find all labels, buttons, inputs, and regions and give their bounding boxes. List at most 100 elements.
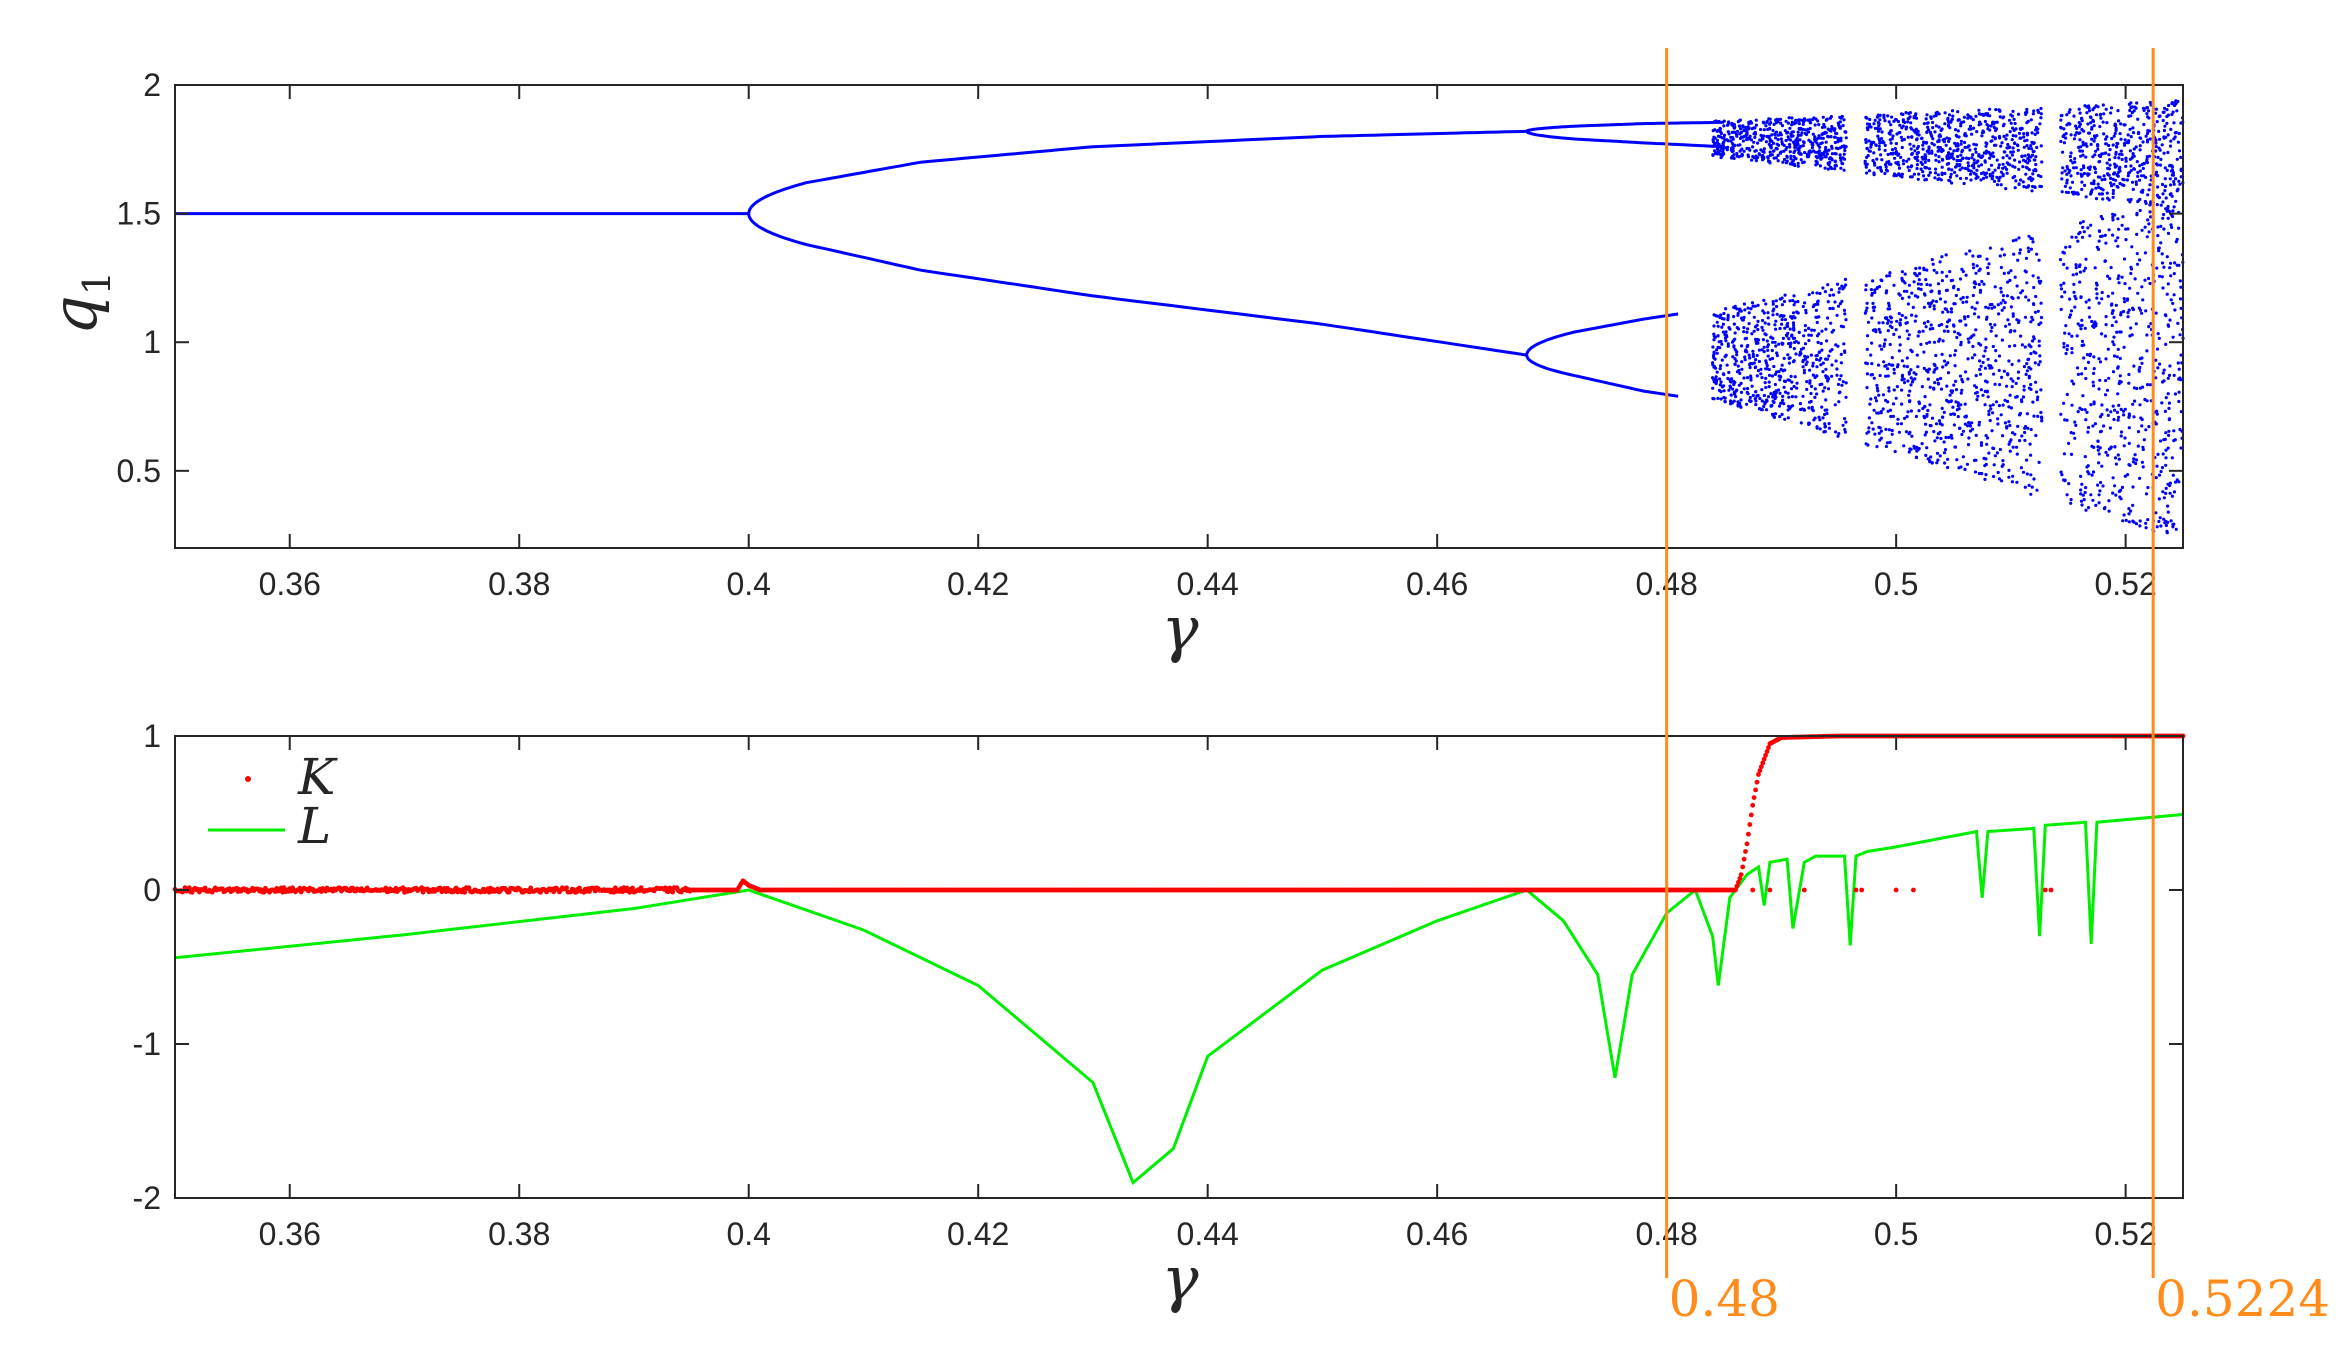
bifurcation-point <box>2140 361 2144 365</box>
bifurcation-point <box>1961 429 1965 433</box>
bifurcation-point <box>2009 377 2013 381</box>
bifurcation-point <box>1712 352 1716 356</box>
bifurcation-point <box>2017 131 2022 135</box>
bifurcation-point <box>2119 313 2123 317</box>
bifurcation-point <box>2170 194 2174 198</box>
bifurcation-point <box>1943 448 1948 452</box>
bifurcation-point <box>1959 343 1963 347</box>
bifurcation-point <box>1835 367 1839 371</box>
bifurcation-point <box>1795 118 1799 122</box>
bifurcation-point <box>1793 375 1797 379</box>
bifurcation-point <box>2015 480 2019 484</box>
bifurcation-point <box>1841 124 1845 128</box>
bifurcation-point <box>2154 149 2158 153</box>
bifurcation-point <box>2095 283 2099 287</box>
bifurcation-point <box>2080 503 2084 507</box>
bifurcation-point <box>1747 322 1751 326</box>
bifurcation-point <box>2091 324 2095 328</box>
bifurcation-point <box>1964 273 1968 277</box>
bifurcation-point <box>1914 157 1918 161</box>
bifurcation-point <box>2078 138 2082 142</box>
bifurcation-point <box>1813 416 1817 420</box>
bifurcation-point <box>1788 327 1792 331</box>
bifurcation-point <box>1921 147 1925 151</box>
bifurcation-point <box>1988 156 1992 160</box>
bifurcation-point <box>1999 144 2003 148</box>
bifurcation-point <box>2163 184 2168 188</box>
bifurcation-point <box>1835 282 1840 286</box>
bifurcation-point <box>1783 293 1787 297</box>
bifurcation-point <box>1826 162 1831 166</box>
bifurcation-point <box>1894 174 1898 178</box>
bifurcation-point <box>2172 429 2176 433</box>
bifurcation-point <box>1985 142 1989 146</box>
series-k-point <box>670 889 676 895</box>
bifurcation-point <box>1758 138 1762 142</box>
bifurcation-point <box>2166 482 2170 486</box>
bifurcation-point <box>1751 352 1755 356</box>
bifurcation-point <box>1775 304 1779 309</box>
bifurcation-point <box>2163 177 2167 181</box>
bifurcation-point <box>1963 133 1967 137</box>
bifurcation-point <box>1764 385 1768 390</box>
bifurcation-point <box>1906 337 1910 341</box>
bifurcation-point <box>1878 330 1882 334</box>
bifurcation-point <box>1984 345 1988 350</box>
bifurcation-point <box>2119 430 2124 434</box>
bifurcation-point <box>1948 354 1952 358</box>
bifurcation-point <box>1774 344 1778 348</box>
bifurcation-point <box>1795 381 1799 385</box>
bifurcation-point <box>2172 205 2176 209</box>
bifurcation-point <box>1780 124 1785 128</box>
bifurcation-point <box>1821 361 1825 365</box>
bifurcation-point <box>2164 491 2168 495</box>
bifurcation-point <box>1865 301 1869 305</box>
bifurcation-point <box>2069 133 2073 137</box>
bifurcation-point <box>1865 386 1869 390</box>
bifurcation-point <box>2072 192 2076 196</box>
bifurcation-point <box>2014 238 2018 242</box>
bifurcation-point <box>2084 257 2088 261</box>
bifurcation-point <box>1781 369 1785 373</box>
bifurcation-point <box>1811 305 1815 309</box>
bifurcation-point <box>2059 287 2064 291</box>
bifurcation-point <box>2007 468 2011 472</box>
bifurcation-point <box>1773 372 1777 376</box>
bifurcation-point <box>1905 356 1909 360</box>
bifurcation-point <box>1871 279 1875 283</box>
bifurcation-point <box>2085 353 2090 357</box>
bifurcation-point <box>2107 376 2111 380</box>
bifurcation-point <box>1963 467 1967 471</box>
bifurcation-point <box>1972 142 1976 146</box>
bifurcation-point <box>1932 143 1936 147</box>
bifurcation-point <box>2127 171 2131 175</box>
bifurcation-point <box>1778 391 1782 395</box>
bifurcation-point <box>1986 436 1990 440</box>
bifurcation-point <box>1870 421 1874 425</box>
bifurcation-point <box>2162 136 2166 140</box>
bifurcation-point <box>2154 162 2159 166</box>
bifurcation-point <box>2127 372 2131 377</box>
bifurcation-point <box>1711 345 1715 349</box>
bifurcation-point <box>1909 368 1913 372</box>
bifurcation-point <box>1768 357 1772 361</box>
bifurcation-point <box>2179 121 2183 125</box>
bifurcation-point <box>1883 364 1887 368</box>
series-k-point <box>1741 856 1747 862</box>
bifurcation-point <box>1738 371 1742 375</box>
bifurcation-point <box>1771 313 1775 317</box>
bifurcation-point <box>1795 143 1799 147</box>
bifurcation-point <box>2088 353 2092 358</box>
bifurcation-point <box>1819 142 1823 146</box>
bifurcation-point <box>2170 456 2174 460</box>
bifurcation-point <box>1755 353 1759 358</box>
bifurcation-point <box>1936 145 1940 149</box>
bifurcation-point <box>1901 159 1905 163</box>
bifurcation-point <box>1894 396 1898 400</box>
bifurcation-point <box>2157 336 2161 340</box>
bifurcation-point <box>2145 140 2150 144</box>
bifurcation-point <box>1950 154 1954 158</box>
bifurcation-point <box>2083 455 2087 459</box>
bifurcation-point <box>1948 270 1952 274</box>
bifurcation-point <box>1802 408 1807 412</box>
